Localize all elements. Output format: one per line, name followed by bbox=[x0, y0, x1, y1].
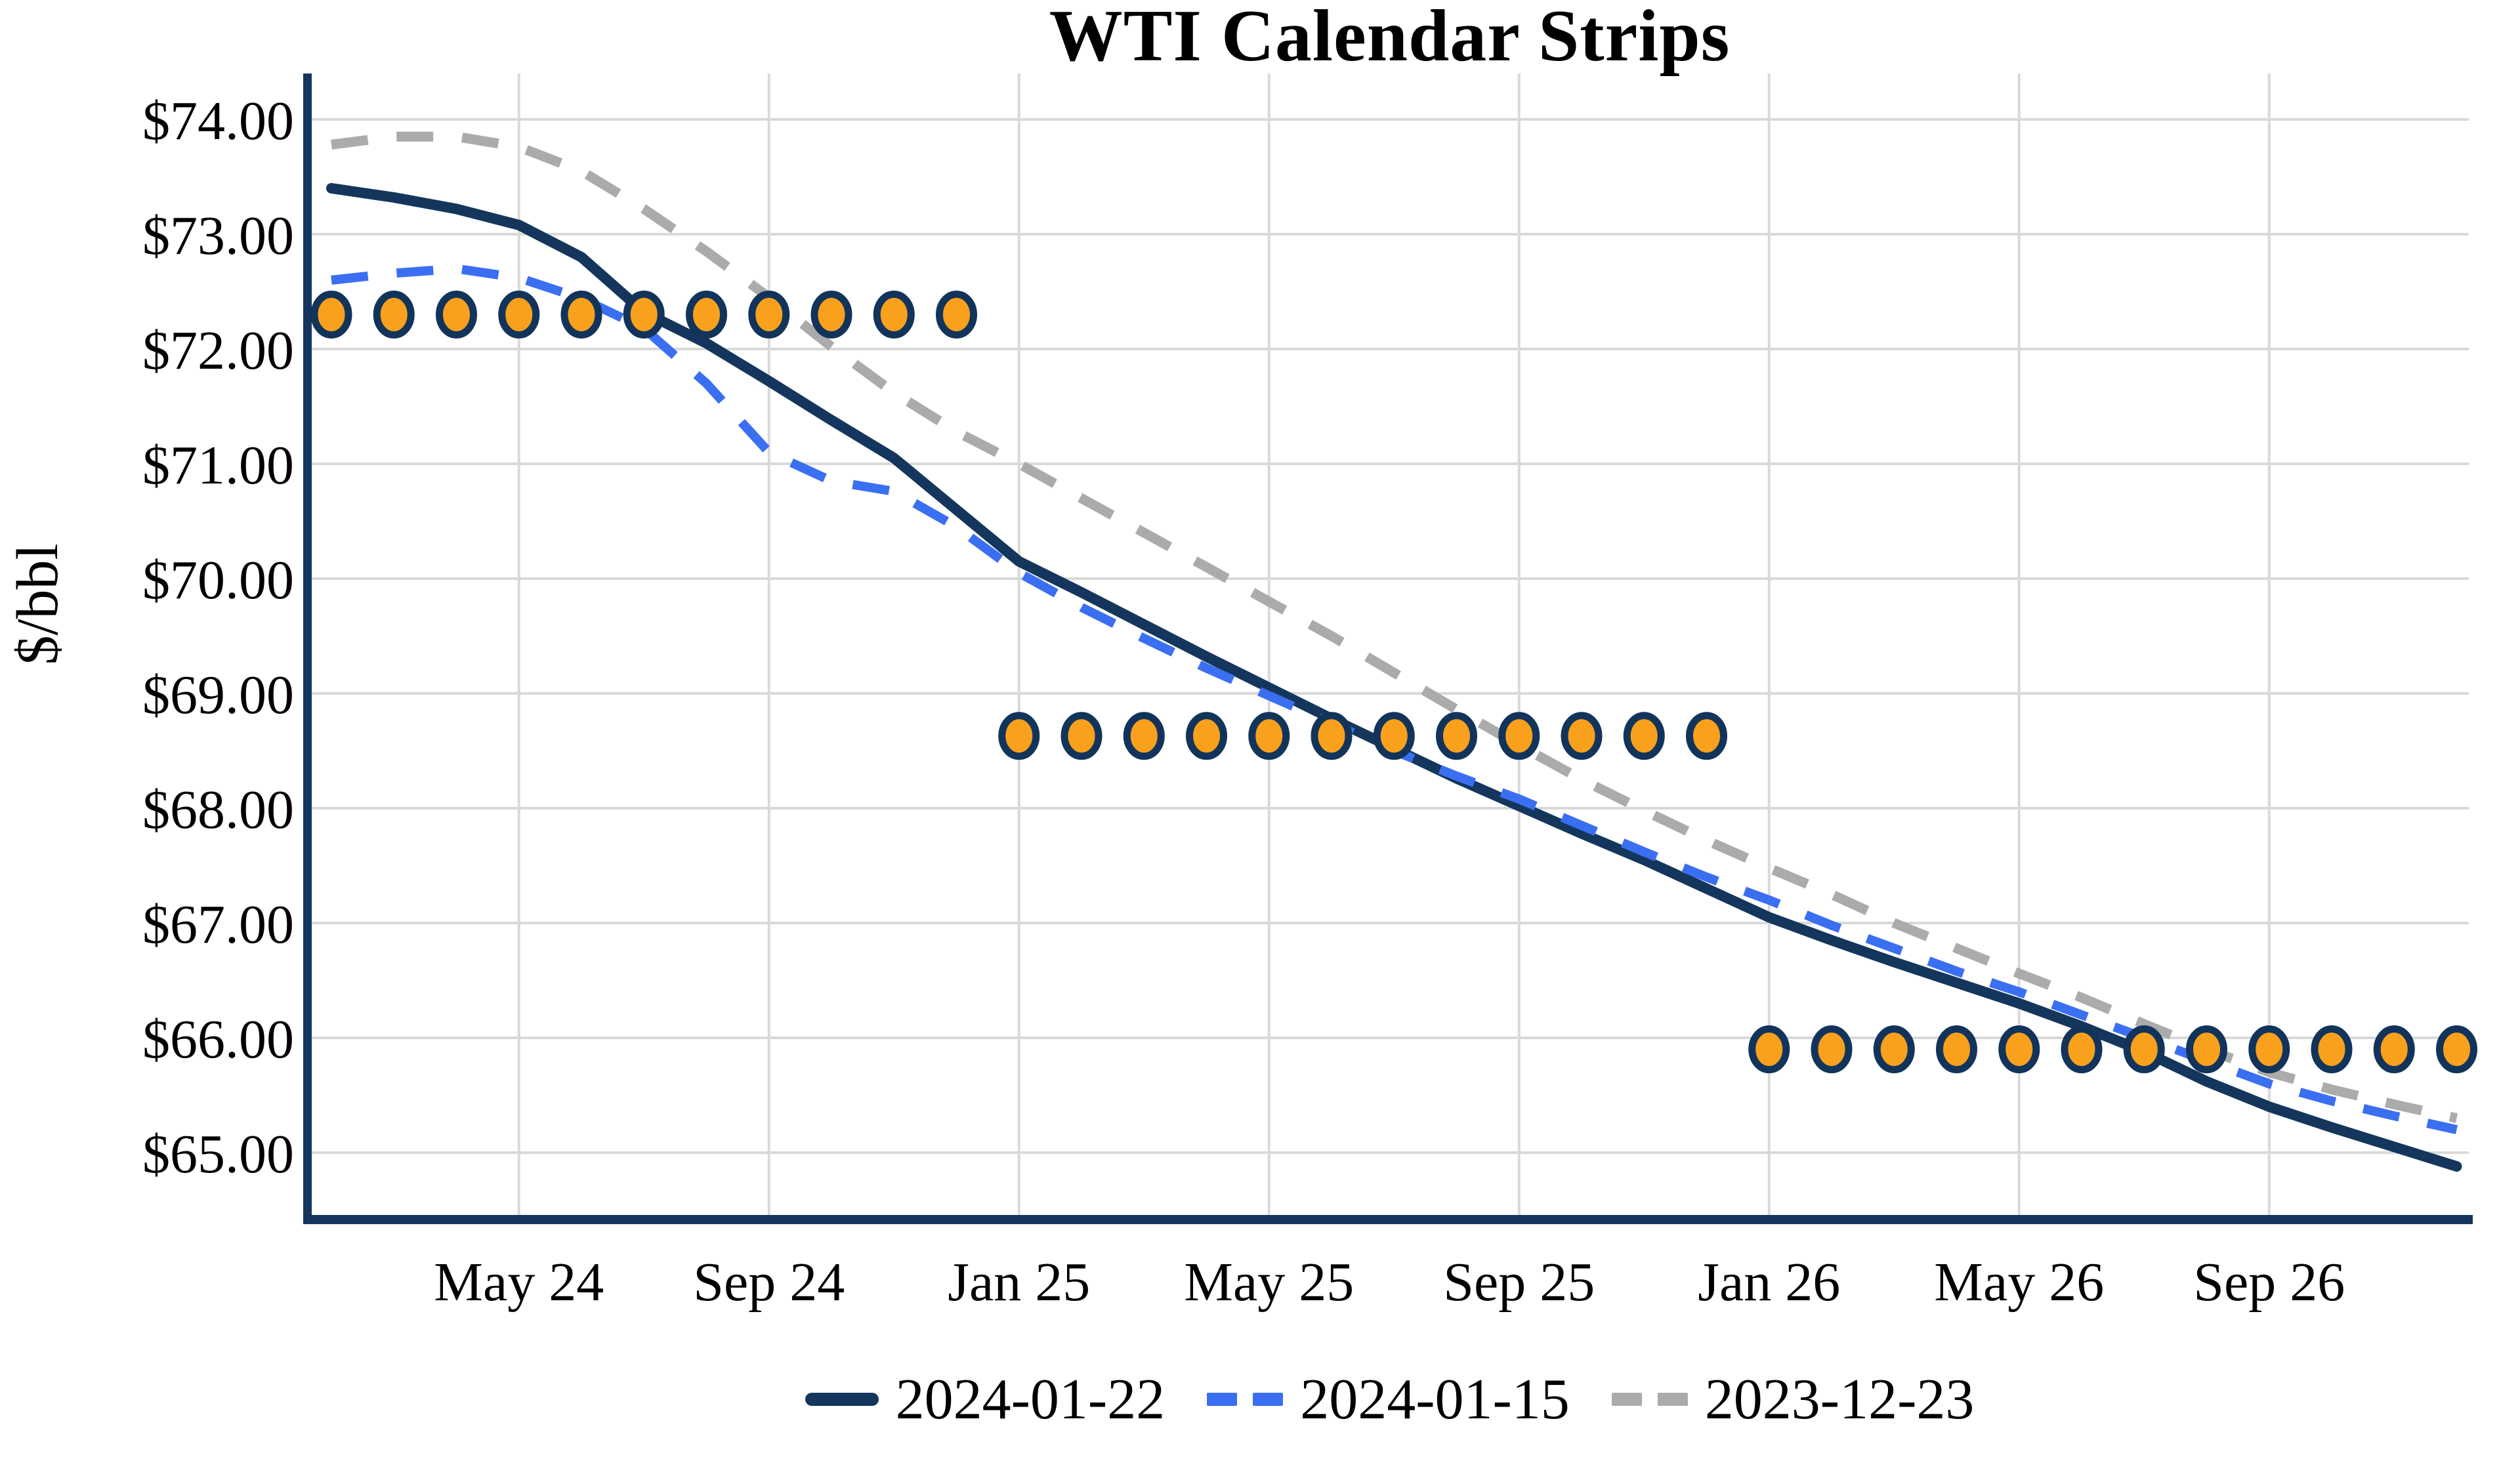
y-axis-spine bbox=[303, 73, 312, 1224]
strip-average-marker bbox=[2248, 1025, 2290, 1073]
strip-average-marker bbox=[1186, 712, 1227, 760]
y-tick-label: $67.00 bbox=[142, 894, 294, 955]
y-tick-label: $70.00 bbox=[142, 550, 294, 611]
strip-average-marker bbox=[310, 291, 352, 339]
strip-average-marker bbox=[2061, 1025, 2103, 1073]
strip-average-marker bbox=[1811, 1025, 1853, 1073]
strip-average-marker bbox=[436, 291, 477, 339]
strip-average-marker bbox=[1936, 1025, 1977, 1073]
y-tick-label: $65.00 bbox=[142, 1124, 294, 1185]
strip-average-marker bbox=[1373, 712, 1415, 760]
y-tick-label: $68.00 bbox=[142, 779, 294, 840]
x-tick-label: Sep 26 bbox=[2193, 1252, 2345, 1313]
x-tick-label: Jan 26 bbox=[1698, 1252, 1840, 1313]
strip-average-marker bbox=[936, 291, 977, 339]
strip-average-marker bbox=[2186, 1025, 2227, 1073]
y-tick-label: $72.00 bbox=[142, 320, 294, 381]
x-tick-label: May 26 bbox=[1934, 1252, 2104, 1313]
x-tick-label: May 24 bbox=[434, 1252, 604, 1313]
y-tick-label: $74.00 bbox=[142, 91, 294, 152]
legend-swatch-dashed bbox=[1207, 1393, 1284, 1406]
legend-item-2023-12-23: 2023-12-23 bbox=[1611, 1367, 1975, 1433]
y-tick-label: $73.00 bbox=[142, 205, 294, 266]
strip-average-marker bbox=[560, 291, 602, 339]
strip-average-marker bbox=[748, 291, 790, 339]
y-tick-label: $66.00 bbox=[142, 1009, 294, 1070]
strip-average-marker bbox=[1561, 712, 1603, 760]
strip-average-marker bbox=[2373, 1025, 2415, 1073]
strip-average-marker bbox=[1248, 712, 1290, 760]
legend-label: 2024-01-22 bbox=[895, 1367, 1166, 1431]
strip-average-marker bbox=[1123, 712, 1165, 760]
y-tick-label: $71.00 bbox=[142, 435, 294, 496]
strip-average-marker bbox=[1436, 712, 1477, 760]
strip-average-marker bbox=[2311, 1025, 2353, 1073]
x-tick-label: May 25 bbox=[1184, 1252, 1354, 1313]
strip-average-marker bbox=[1748, 1025, 1790, 1073]
strip-average-marker bbox=[623, 291, 665, 339]
series-line-2023-12-23 bbox=[331, 131, 2458, 1123]
x-axis-spine bbox=[303, 1215, 2473, 1224]
y-tick-label: $69.00 bbox=[142, 665, 294, 726]
strip-average-marker bbox=[373, 291, 415, 339]
chart-title: WTI Calendar Strips bbox=[1049, 0, 1731, 77]
series-line-2024-01-15 bbox=[331, 264, 2458, 1134]
legend-label: 2024-01-15 bbox=[1300, 1367, 1570, 1431]
strip-average-marker bbox=[1873, 1025, 1915, 1073]
strip-average-marker bbox=[873, 291, 915, 339]
strip-average-marker bbox=[2123, 1025, 2165, 1073]
strip-average-marker bbox=[498, 291, 540, 339]
strip-average-marker bbox=[1311, 712, 1353, 760]
x-tick-label: Sep 25 bbox=[1443, 1252, 1595, 1313]
legend-item-2024-01-22: 2024-01-22 bbox=[805, 1367, 1166, 1433]
strip-average-marker bbox=[998, 712, 1040, 760]
strip-average-marker bbox=[1623, 712, 1665, 760]
strip-average-marker bbox=[686, 291, 727, 339]
strip-average-marker bbox=[2436, 1025, 2477, 1073]
strip-average-marker bbox=[810, 291, 852, 339]
x-tick-label: Sep 24 bbox=[693, 1252, 845, 1313]
legend: 2024-01-22 2024-01-15 2023-12-23 bbox=[310, 1363, 2469, 1435]
legend-swatch-solid bbox=[805, 1393, 879, 1406]
strip-average-marker bbox=[1686, 712, 1727, 760]
legend-label: 2023-12-23 bbox=[1704, 1367, 1975, 1431]
legend-swatch-dashed bbox=[1611, 1393, 1688, 1406]
legend-item-2024-01-15: 2024-01-15 bbox=[1207, 1367, 1570, 1433]
strip-average-marker bbox=[1498, 712, 1540, 760]
strip-average-marker bbox=[1998, 1025, 2040, 1073]
strip-average-marker bbox=[1060, 712, 1102, 760]
x-tick-label: Jan 25 bbox=[948, 1252, 1090, 1313]
